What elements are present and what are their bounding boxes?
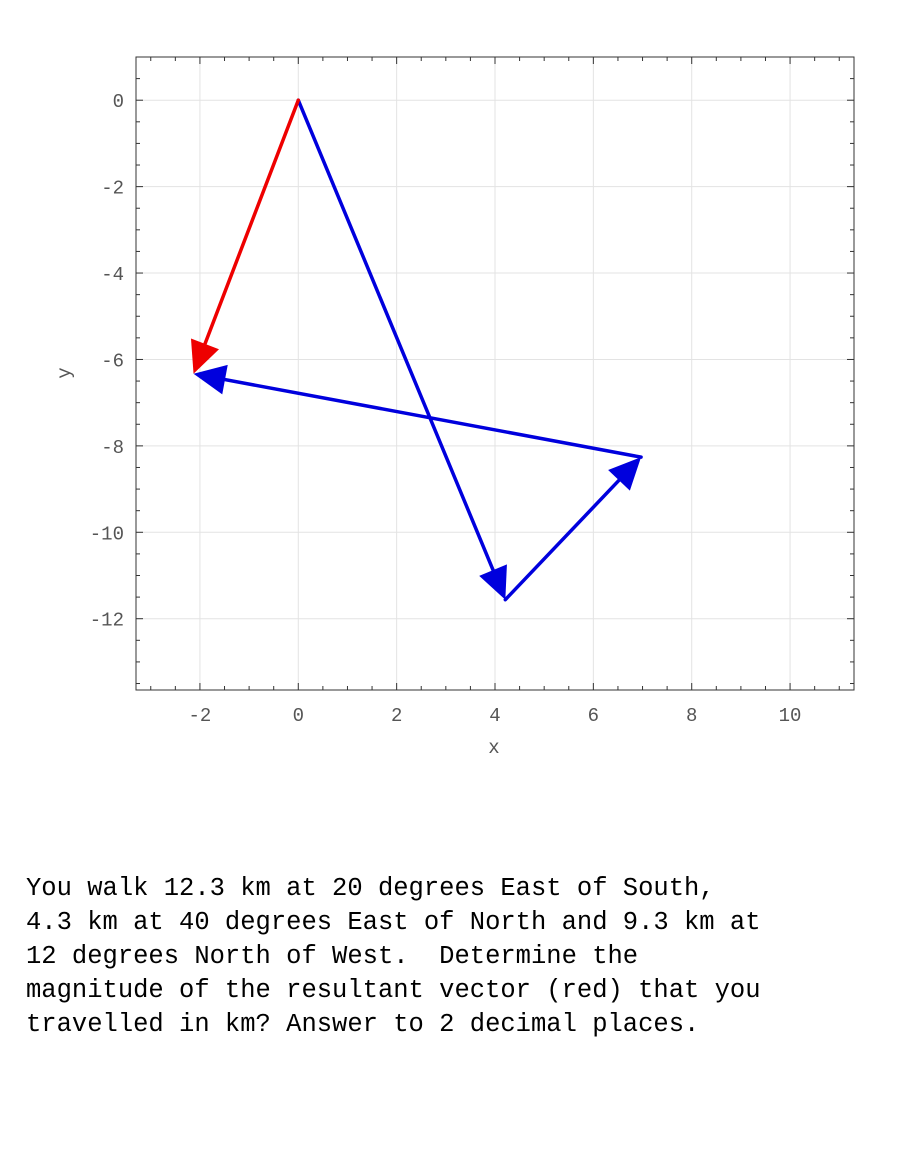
question-line: You walk 12.3 km at 20 degrees East of S… — [26, 874, 715, 903]
y-tick-label: -2 — [101, 178, 124, 200]
question-line: 12 degrees North of West. Determine the — [26, 942, 639, 971]
y-tick-label: -8 — [101, 437, 124, 459]
question-line: travelled in km? Answer to 2 decimal pla… — [26, 1010, 700, 1039]
vector-arrowhead — [193, 364, 228, 395]
x-tick-label: 6 — [588, 705, 599, 727]
grid-lines — [136, 57, 854, 690]
vector-shaft — [202, 98, 301, 348]
x-tick-label: -2 — [189, 705, 212, 727]
y-tick-label: 0 — [113, 91, 124, 113]
x-tick-label: 0 — [293, 705, 304, 727]
x-axis-label: x — [488, 737, 499, 759]
resultant-vector — [190, 98, 301, 374]
question-line: 4.3 km at 40 degrees East of North and 9… — [26, 908, 761, 937]
vector-shaft — [221, 377, 643, 459]
y-tick-label: -10 — [90, 523, 124, 545]
question-text: You walk 12.3 km at 20 degrees East of S… — [26, 872, 886, 1042]
displacement-vector — [503, 457, 642, 602]
vector-arrowhead — [479, 564, 507, 600]
vector-chart: -2 0 2 4 6 8 10 0 -2 -4 -6 -8 -10 -12 x y — [54, 56, 855, 759]
x-tick-label: 8 — [686, 705, 697, 727]
displacement-vector — [193, 364, 643, 459]
vector-arrowhead — [608, 457, 642, 491]
vector-arrowhead — [190, 338, 219, 374]
question-line: magnitude of the resultant vector (red) … — [26, 976, 761, 1005]
vector-shaft — [296, 98, 496, 574]
y-axis-label: y — [54, 367, 76, 378]
vector-shaft — [503, 477, 623, 602]
y-tick-label: -12 — [90, 610, 124, 632]
displacement-vector — [296, 98, 507, 600]
y-tick-label: -4 — [101, 264, 124, 286]
x-tick-label: 4 — [489, 705, 500, 727]
axis-ticks — [136, 56, 854, 690]
x-tick-label: 2 — [391, 705, 402, 727]
x-tick-label: 10 — [779, 705, 802, 727]
tick-labels: -2 0 2 4 6 8 10 0 -2 -4 -6 -8 -10 -12 — [90, 91, 802, 727]
y-tick-label: -6 — [101, 350, 124, 372]
vector-arrows — [190, 98, 643, 602]
